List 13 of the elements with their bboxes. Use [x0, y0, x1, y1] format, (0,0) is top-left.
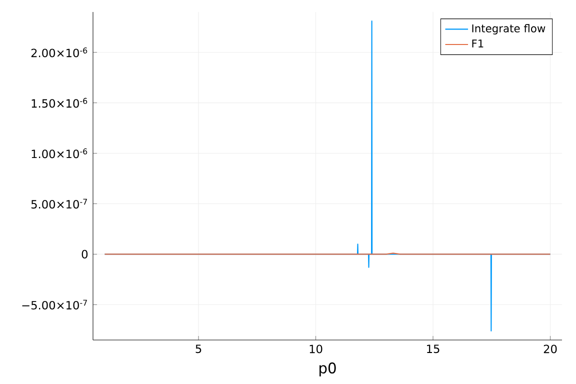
- y-tick-label: −5.00×10$^{-7}$: [22, 300, 87, 310]
- y-tick-label: 1.50×10$^{-6}$: [32, 98, 88, 108]
- y-tick-label: 5.00×10$^{-7}$: [31, 198, 87, 209]
- x-tick-label: 15: [427, 344, 440, 354]
- y-tick-label: 2.00×10$^{-6}$: [31, 47, 88, 58]
- legend-label: Integrate flow: [472, 24, 546, 34]
- legend-label: F1: [472, 40, 484, 48]
- x-tick-label: 5: [196, 344, 202, 354]
- x-tick-label: 10: [310, 344, 322, 354]
- x-axis-title: p0: [320, 362, 336, 376]
- x-tick-label: 20: [544, 344, 557, 354]
- y-tick-label: 0: [82, 250, 88, 258]
- y-tick-label: 1.00×10$^{-6}$: [32, 148, 88, 158]
